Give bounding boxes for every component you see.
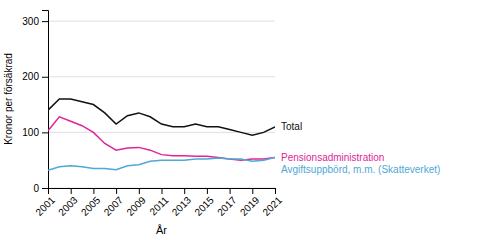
y-tick-mark xyxy=(42,132,48,133)
x-tick-label: 2001 xyxy=(33,194,57,218)
y-tick-mark xyxy=(42,21,48,22)
x-axis: 2001200320052007200920112013201520172019… xyxy=(33,188,284,218)
x-tick-mark xyxy=(139,188,140,194)
x-tick-mark xyxy=(93,188,94,194)
x-tick-label: 2011 xyxy=(147,194,170,217)
x-tick-mark xyxy=(162,188,163,194)
x-tick-mark xyxy=(184,188,185,194)
x-tick-label: 2007 xyxy=(102,194,126,218)
x-tick-label: 2009 xyxy=(124,194,148,218)
y-tick-label: 300 xyxy=(22,16,39,27)
y-tick: 300 xyxy=(22,16,48,27)
x-tick-mark xyxy=(252,188,253,194)
y-axis-title: Kronor per försäkrad xyxy=(3,53,14,145)
grid-line xyxy=(48,76,275,77)
x-tick: 2009 xyxy=(124,188,148,218)
x-tick-label: 2003 xyxy=(56,194,80,218)
x-tick-label: 2021 xyxy=(260,194,284,218)
grid xyxy=(48,21,275,188)
y-tick-mark xyxy=(42,188,48,189)
y-tick: 200 xyxy=(22,71,48,82)
y-tick-mark xyxy=(42,77,48,78)
x-axis-title: År xyxy=(156,224,167,236)
legend-label: Total xyxy=(281,121,302,132)
legend: Total PensionsadministrationAvgiftsuppbör… xyxy=(281,121,440,175)
grid-line xyxy=(48,21,275,22)
legend-label: Pensionsadministration xyxy=(281,152,384,163)
x-tick-mark xyxy=(116,188,117,194)
x-tick-mark xyxy=(71,188,72,194)
x-tick-label: 2013 xyxy=(170,194,194,218)
lines xyxy=(48,99,275,170)
y-tick: 100 xyxy=(22,127,48,138)
x-tick: 2015 xyxy=(192,188,216,218)
series-line xyxy=(48,99,275,135)
x-tick-mark xyxy=(207,188,208,194)
x-tick: 2003 xyxy=(56,188,80,218)
x-tick: 2005 xyxy=(79,188,103,218)
y-tick: 0 xyxy=(33,183,48,194)
x-tick-label: 2005 xyxy=(79,194,103,218)
x-tick: 2019 xyxy=(238,188,262,218)
x-tick: 2011 xyxy=(147,188,170,217)
series-line xyxy=(48,117,275,160)
y-tick-label: 100 xyxy=(22,127,39,138)
x-tick: 2017 xyxy=(215,188,239,218)
y-tick-label: 200 xyxy=(22,71,39,82)
x-tick: 2007 xyxy=(102,188,126,218)
x-tick: 2013 xyxy=(170,188,194,218)
x-tick-label: 2019 xyxy=(238,194,262,218)
chart: 2001200320052007200920112013201520172019… xyxy=(0,0,480,240)
x-tick-mark xyxy=(275,188,276,194)
x-tick-label: 2015 xyxy=(192,194,216,218)
x-axis-line xyxy=(49,189,276,195)
y-axis-line xyxy=(42,11,49,189)
y-tick-label: 0 xyxy=(33,183,39,194)
series-line xyxy=(48,157,275,170)
x-tick-mark xyxy=(230,188,231,194)
x-tick: 2021 xyxy=(260,188,284,218)
plot: 2001200320052007200920112013201520172019… xyxy=(22,11,440,218)
legend-label: Avgiftsuppbörd, m.m. (Skatteverket) xyxy=(281,164,440,175)
x-tick-label: 2017 xyxy=(215,194,239,218)
y-axis: 0 100 200 300 xyxy=(22,11,48,194)
